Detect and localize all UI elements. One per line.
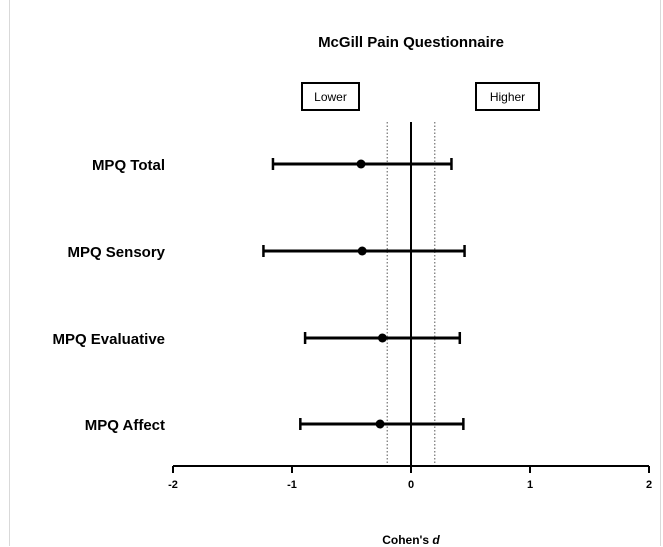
row-label-0: MPQ Total [92,157,165,174]
point-estimate-1 [357,246,367,256]
x-axis: -2 -1 0 1 2 [168,465,652,491]
x-axis-title-italic: d [432,533,440,547]
x-tick-label-1: -1 [287,479,297,491]
forest-row-2: MPQ Evaluative [52,331,462,348]
legend-higher: Higher [475,82,540,111]
forest-rows: MPQ Total MPQ Sensory MPQ Evaluative MPQ Af… [52,157,466,434]
legend-higher-label: Higher [490,90,525,104]
x-tick-label-4: 2 [646,479,652,491]
chart-frame [9,0,661,546]
row-label-1: MPQ Sensory [67,244,165,261]
forest-row-3: MPQ Affect [85,417,465,434]
legend-lower-box [301,82,360,111]
reference-lines [386,122,436,466]
forest-row-0: MPQ Total [92,157,453,174]
legend-higher-box [475,82,540,111]
point-estimate-2 [377,333,387,343]
x-tick-label-3: 1 [527,479,533,491]
x-tick-label-2: 0 [408,479,414,491]
row-label-2: MPQ Evaluative [52,331,165,348]
point-estimate-0 [356,159,366,169]
x-axis-title: Cohen's d [382,533,440,547]
chart-title: McGill Pain Questionnaire [318,34,504,51]
row-label-3: MPQ Affect [85,417,165,434]
point-estimate-3 [375,419,385,429]
forest-row-1: MPQ Sensory [67,244,466,261]
legend-lower: Lower [301,82,360,111]
x-tick-label-0: -2 [168,479,178,491]
legend-lower-label: Lower [314,90,347,104]
x-axis-title-main: Cohen's [382,533,432,547]
